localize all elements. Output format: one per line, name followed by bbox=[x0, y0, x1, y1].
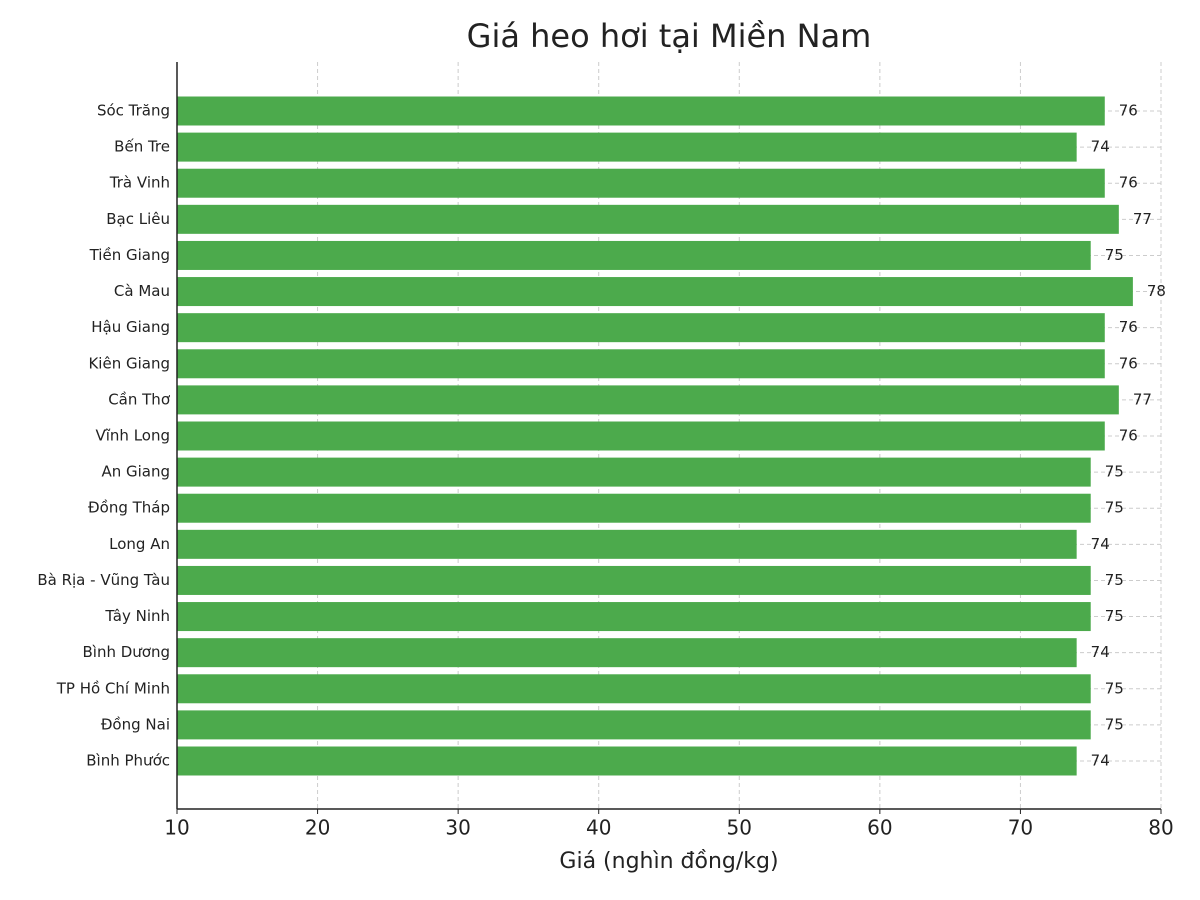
value-label: 75 bbox=[1105, 571, 1124, 589]
y-tick-label: TP Hồ Chí Minh bbox=[56, 679, 170, 697]
value-label: 74 bbox=[1091, 535, 1110, 553]
value-label: 76 bbox=[1119, 102, 1138, 120]
y-tick-label: Cà Mau bbox=[114, 282, 170, 300]
y-tick-label: Đồng Nai bbox=[101, 715, 170, 733]
value-label: 74 bbox=[1091, 138, 1110, 156]
bar bbox=[177, 204, 1119, 234]
y-tick-label: Bạc Liêu bbox=[106, 210, 170, 228]
value-label: 74 bbox=[1091, 643, 1110, 661]
value-label: 75 bbox=[1105, 607, 1124, 625]
bar bbox=[177, 96, 1105, 126]
bar bbox=[177, 240, 1091, 270]
x-tick-label: 60 bbox=[867, 816, 892, 840]
value-label: 75 bbox=[1105, 679, 1124, 697]
x-tick-label: 70 bbox=[1008, 816, 1033, 840]
x-tick-label: 80 bbox=[1148, 816, 1173, 840]
y-tick-label: Hậu Giang bbox=[91, 318, 170, 336]
x-tick-label: 10 bbox=[164, 816, 189, 840]
value-label: 75 bbox=[1105, 246, 1124, 264]
y-tick-label: Sóc Trăng bbox=[97, 102, 170, 120]
y-tick-label: Bà Rịa - Vũng Tàu bbox=[37, 571, 170, 589]
bar bbox=[177, 602, 1091, 632]
x-tick-label: 20 bbox=[305, 816, 330, 840]
value-label: 75 bbox=[1105, 715, 1124, 733]
x-axis-label: Giá (nghìn đồng/kg) bbox=[559, 849, 778, 874]
value-label: 76 bbox=[1119, 318, 1138, 336]
bar bbox=[177, 349, 1105, 379]
y-tick-label: Đồng Tháp bbox=[88, 499, 170, 517]
y-tick-label: Bến Tre bbox=[114, 138, 170, 156]
bar bbox=[177, 168, 1105, 198]
value-label: 75 bbox=[1105, 499, 1124, 517]
value-label: 74 bbox=[1091, 752, 1110, 770]
bar bbox=[177, 421, 1105, 451]
value-label: 76 bbox=[1119, 354, 1138, 372]
bar bbox=[177, 565, 1091, 595]
y-tick-label: Cần Thơ bbox=[108, 390, 171, 408]
y-tick-label: An Giang bbox=[101, 463, 170, 481]
y-tick-label: Trà Vinh bbox=[109, 174, 170, 192]
value-label: 76 bbox=[1119, 427, 1138, 445]
value-label: 76 bbox=[1119, 174, 1138, 192]
y-tick-label: Bình Dương bbox=[82, 643, 170, 661]
y-tick-label: Bình Phước bbox=[86, 752, 170, 770]
value-label: 77 bbox=[1133, 210, 1152, 228]
x-tick-label: 40 bbox=[586, 816, 611, 840]
value-label: 75 bbox=[1105, 463, 1124, 481]
bar bbox=[177, 674, 1091, 704]
y-tick-label: Tây Ninh bbox=[104, 607, 170, 625]
bar bbox=[177, 132, 1077, 162]
value-label: 77 bbox=[1133, 390, 1152, 408]
value-label: 78 bbox=[1147, 282, 1166, 300]
bar bbox=[177, 313, 1105, 343]
bar bbox=[177, 457, 1091, 487]
bar bbox=[177, 529, 1077, 559]
x-tick-label: 30 bbox=[445, 816, 470, 840]
bar bbox=[177, 638, 1077, 668]
x-tick-label: 50 bbox=[727, 816, 752, 840]
bar bbox=[177, 385, 1119, 415]
bar bbox=[177, 277, 1133, 307]
y-tick-label: Long An bbox=[109, 535, 170, 553]
y-tick-label: Kiên Giang bbox=[88, 354, 170, 372]
bar bbox=[177, 746, 1077, 776]
y-tick-label: Vĩnh Long bbox=[95, 427, 170, 445]
y-tick-label: Tiền Giang bbox=[89, 246, 170, 264]
chart-title: Giá heo hơi tại Miền Nam bbox=[467, 17, 872, 55]
bar bbox=[177, 710, 1091, 740]
bar bbox=[177, 493, 1091, 523]
